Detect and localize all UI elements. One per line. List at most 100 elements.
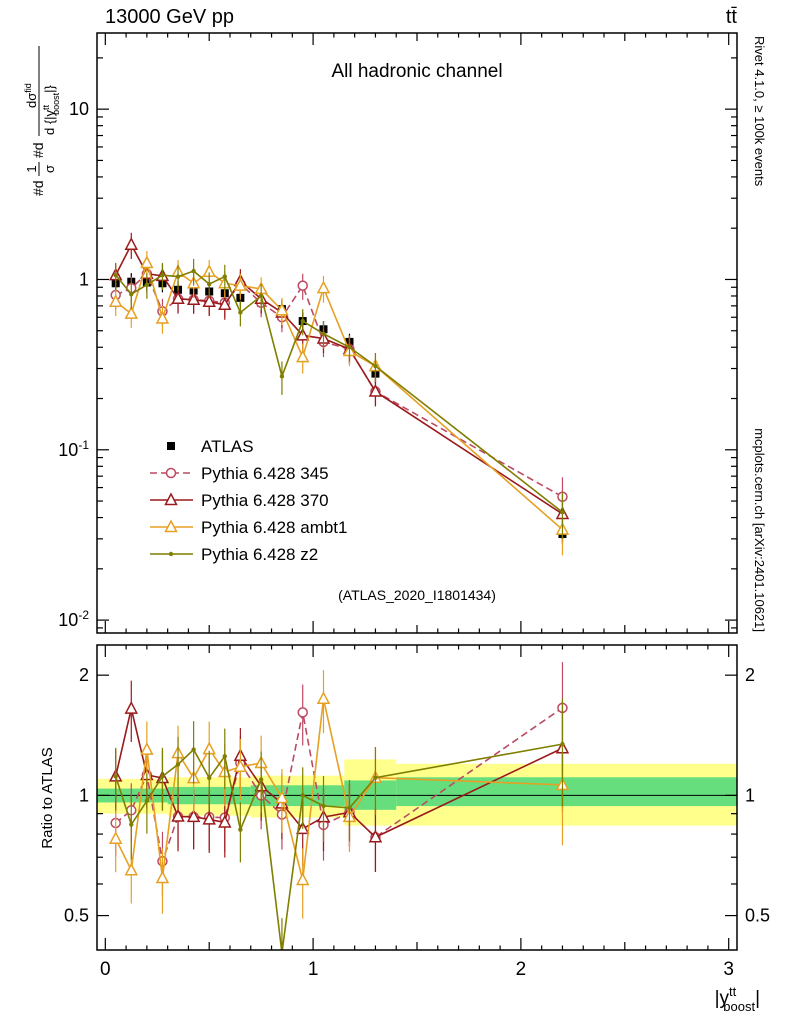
legend-label: Pythia 6.428 z2 (201, 545, 318, 564)
ratio-tick-label: 0.5 (745, 906, 770, 926)
legend-label: Pythia 6.428 370 (201, 491, 329, 510)
marker-dot (160, 774, 165, 779)
ylabel-frac1-den: σ (42, 165, 57, 173)
marker-dot (258, 777, 264, 782)
x-tick-label: 2 (516, 959, 527, 980)
x-tick-label: 3 (723, 959, 734, 980)
beam-title: 13000 GeV pp (105, 6, 234, 28)
series-main-pythia-6-428-z2 (113, 258, 565, 539)
marker-dot (129, 822, 134, 827)
series-line (115, 260, 563, 531)
marker-triangle (186, 809, 201, 823)
marker-dot (560, 741, 565, 747)
ratio-series (108, 662, 570, 950)
series-line (114, 242, 563, 515)
series-line (114, 698, 563, 881)
marker-triangle (124, 306, 139, 319)
legend-item-pythia-6-428-345: Pythia 6.428 345 (150, 464, 329, 483)
marker-triangle (164, 492, 178, 506)
marker-circle (165, 467, 177, 479)
ylabel-frac2-num: dσfid (23, 83, 39, 108)
marker-triangle (186, 292, 201, 306)
marker-triangle (202, 811, 216, 825)
marker-triangle (295, 349, 310, 363)
ylabel-frac2-den: d {|yttboost|} (41, 85, 61, 135)
marker-dot (321, 803, 326, 809)
main-series (108, 232, 570, 556)
marker-dot (560, 510, 565, 515)
series-ratio-pythia-6-428-z2 (113, 698, 565, 950)
marker-dot (300, 793, 305, 798)
ratio-ylabel: Ratio to ATLAS (39, 747, 56, 848)
marker-dot (238, 827, 243, 832)
legend-label: ATLAS (201, 437, 254, 456)
legend-item-atlas: ATLAS (167, 437, 254, 456)
marker-dot (207, 281, 212, 287)
marker-dot (373, 363, 378, 369)
ylabel-prefix-2: #d (30, 142, 46, 158)
marker-dot (144, 798, 150, 804)
marker-triangle (155, 310, 170, 324)
marker-dot (373, 775, 378, 780)
channel-title: All hadronic channel (331, 61, 502, 82)
ratio-tick-label: 2 (745, 665, 755, 685)
mcplots-note: mcplots.cern.ch [arXiv:2401.10621] (752, 428, 767, 632)
main-ylabel: #d 1 σ #d dσfid d {|yttboost|} (23, 46, 61, 196)
analysis-watermark: (ATLAS_2020_I1801434) (338, 587, 496, 603)
marker-triangle (218, 297, 232, 311)
legend: ATLAS Pythia 6.428 345 Pythia 6.428 370 Pyt… (150, 437, 347, 564)
marker-dot (222, 754, 227, 759)
marker-dot (191, 268, 196, 274)
legend-item-pythia-6-428-ambt1: Pythia 6.428 ambt1 (150, 518, 347, 537)
marker-triangle (316, 691, 331, 705)
marker-triangle (140, 741, 154, 755)
marker-dot (168, 551, 174, 557)
legend-label: Pythia 6.428 345 (201, 464, 329, 483)
process-title: tt̄ (726, 6, 738, 28)
ratio-tick-label: 1 (79, 785, 89, 805)
series-line (115, 270, 563, 513)
marker-triangle (171, 291, 185, 305)
legend-item-pythia-6-428-z2: Pythia 6.428 z2 (150, 545, 318, 564)
marker-dot (175, 762, 181, 767)
y-tick-label: 10 (69, 99, 89, 119)
marker-dot (191, 747, 196, 752)
legend-label: Pythia 6.428 ambt1 (201, 518, 347, 537)
ratio-tick-label: 1 (745, 785, 755, 805)
ylabel-frac1-num: 1 (24, 165, 39, 172)
series-main-pythia-6-428-370 (108, 232, 570, 542)
marker-triangle (218, 814, 232, 828)
marker-triangle (108, 831, 123, 844)
marker-triangle (295, 872, 310, 886)
marker-circle (297, 707, 308, 718)
marker-dot (279, 374, 285, 379)
marker-dot (175, 274, 181, 279)
marker-dot (347, 345, 352, 350)
series-line (115, 272, 563, 498)
ratio-tick-label: 0.5 (64, 906, 89, 926)
marker-triangle (233, 278, 248, 291)
ratio-uncertainty-bands (97, 759, 737, 826)
axis-ticks (97, 33, 737, 950)
x-tick-label: 0 (100, 959, 111, 980)
marker-square (167, 442, 175, 450)
series-line (114, 743, 563, 950)
marker-triangle (124, 862, 139, 876)
marker-triangle (164, 519, 178, 533)
series-main-atlas (111, 273, 567, 544)
marker-triangle (171, 808, 185, 822)
legend-item-pythia-6-428-370: Pythia 6.428 370 (150, 491, 329, 510)
marker-triangle (368, 383, 383, 397)
marker-dot (113, 774, 118, 779)
main-panel-frame (96, 32, 738, 634)
marker-triangle (275, 790, 289, 804)
marker-dot (222, 274, 227, 279)
marker-dot (321, 331, 326, 336)
marker-triangle (202, 294, 216, 307)
axis-tick-labels: 10-2 10-1 1 10 0.5 0.5 1 1 2 2 0 1 2 3 (58, 99, 770, 980)
ratio-tick-label: 2 (79, 665, 89, 685)
ylabel-prefix-1: #d (30, 180, 46, 196)
marker-triangle (108, 294, 123, 307)
marker-dot (258, 293, 264, 299)
